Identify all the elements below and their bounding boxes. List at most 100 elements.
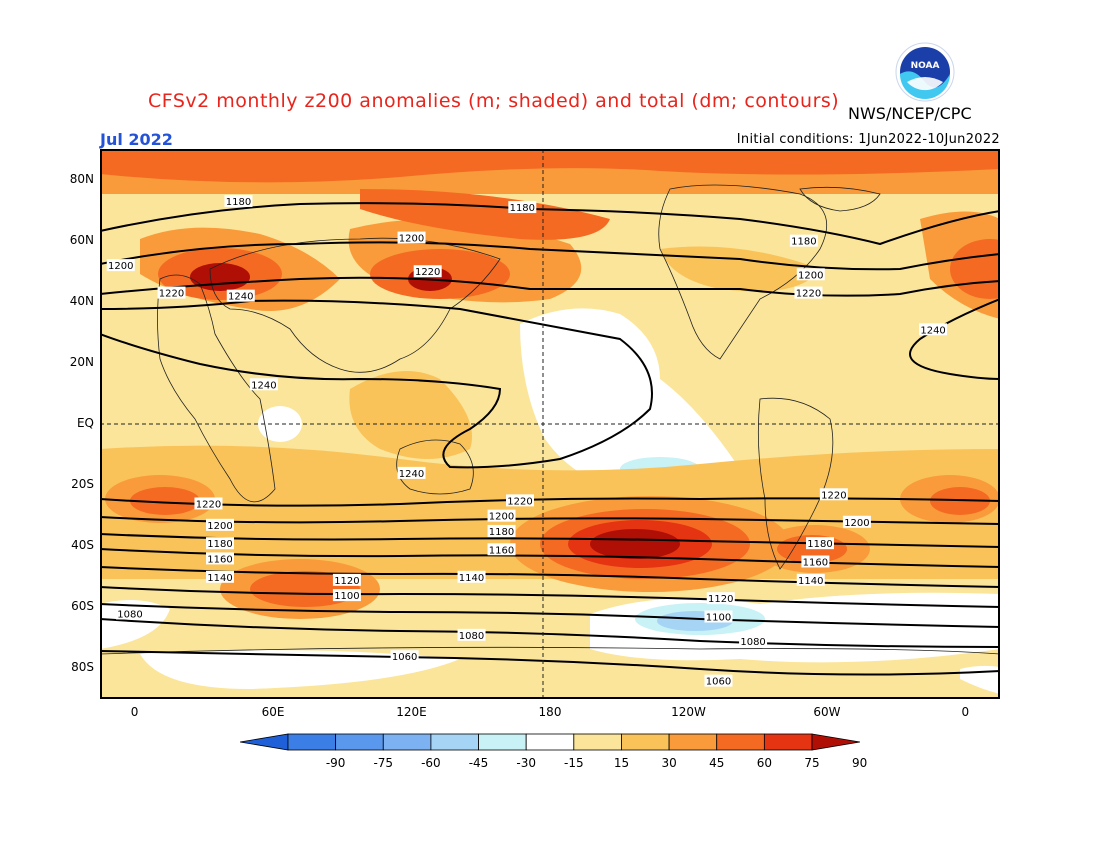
colorbar-arrow-low [239,733,289,751]
contour-label-text: 1220 [796,289,821,300]
contour-label: 1220 [506,494,534,507]
contour-label-text: 1200 [798,270,823,281]
contour-label-group: 1180 1180 1180 1200 1200 1200 1220 1220 1220 1240… [106,194,948,688]
colorbar-label: 60 [756,756,772,770]
lon-label: 60E [261,705,285,719]
contour-label-text: 1180 [207,539,232,550]
neutral-spot-africa [258,406,302,442]
contour-label-text: 1060 [392,652,417,663]
colorbar-swatch [430,733,479,751]
colorbar-swatch [716,733,765,751]
anomaly-south-indian-core [250,571,360,607]
contour-label: 1240 [226,289,255,303]
anomaly-map: 1180 1180 1180 1200 1200 1200 1220 1220 1220 1240… [100,149,1000,699]
colorbar-label: -90 [325,756,346,770]
contour-label: 1120 [332,573,361,587]
coast-greenland [799,186,881,212]
coast-eurasia [209,237,501,373]
anomaly-indonesia [349,371,472,459]
contour-label: 1180 [487,524,516,538]
contour-1200-north [100,241,1000,271]
colorbar-swatch [668,733,718,751]
contour-1100-south [100,603,1000,628]
contour-1120-south [100,586,1000,608]
colorbar: -90 -75 -60 -45 -30 -15 15 30 45 60 75 90 [239,733,867,771]
contour-1240-east [909,298,1000,380]
colorbar-swatch [763,733,813,751]
contour-label: 1180 [206,537,234,550]
contour-label: 1200 [397,231,426,245]
contour-label-text: 1220 [415,267,440,278]
colorbar-labels: -90 -75 -60 -45 -30 -15 15 30 45 60 75 90 [240,755,867,771]
contour-label-text: 1140 [798,576,823,587]
contour-label-text: 1180 [510,203,535,214]
colorbar-swatch [335,733,384,751]
contour-label-text: 1100 [706,613,731,624]
colorbar-label: -15 [564,756,584,770]
contour-label-text: 1200 [489,512,514,523]
contour-label: 1140 [457,570,486,584]
lat-label: EQ [76,416,94,430]
contour-label-text: 1240 [399,469,424,480]
south-neutral-antarctic [140,650,460,689]
contour-label-text: 1240 [920,325,945,336]
contour-1240-north [100,299,653,469]
anomaly-south-pacific-core [590,529,680,559]
lon-label: 120E [396,705,427,719]
north-band-inner-shade [100,149,1000,183]
contour-label: 1240 [919,323,948,336]
colorbar-swatches [239,733,861,751]
contour-label-text: 1120 [334,576,359,587]
contour-label: 1080 [739,634,768,648]
colorbar-swatch [382,733,432,751]
colorbar-label: 75 [804,756,820,770]
contour-label-text: 1220 [159,289,184,300]
contour-1140-south [100,566,1000,588]
coast-antarctica [100,646,1000,655]
map-frame [100,149,1000,699]
contour-label: 1160 [206,552,234,565]
lon-label: 120W [671,705,706,719]
lat-label: 40N [69,293,94,308]
contour-label-text: 1160 [207,554,232,565]
anomaly-arctic-asia [360,189,610,240]
contour-1080-south [100,618,1000,648]
lat-label: 60N [69,232,94,247]
colorbar-arrow-high [811,733,861,751]
contour-label: 1200 [842,515,871,529]
contour-label: 1160 [487,543,516,556]
noaa-logo: NOAA [895,42,955,102]
contour-label: 1200 [796,268,825,281]
colorbar-label: -75 [373,756,394,770]
contour-1180-south [100,533,1000,548]
contour-label-text: 1180 [791,237,816,248]
logo-text: NOAA [911,61,940,71]
lat-label: 20S [71,477,94,492]
colorbar-label: 90 [851,756,868,770]
contour-label-text: 1160 [803,558,828,569]
contour-label: 1200 [106,259,135,272]
colorbar-swatch [478,733,527,751]
contour-label-text: 1200 [399,234,424,245]
lat-label: 60S [71,599,94,614]
contour-label-text: 1140 [207,573,232,584]
contour-label-text: 1220 [507,496,532,507]
lat-label: 80S [71,660,94,675]
contour-1060-south [100,650,1000,676]
contour-1220-north [100,276,1000,297]
contour-label: 1120 [706,592,735,605]
contour-label: 1220 [819,488,848,501]
contour-label-text: 1180 [226,197,251,208]
contour-label-text: 1240 [251,380,276,391]
contour-1180-north [100,202,1000,246]
contour-label: 1180 [789,234,818,248]
contour-label: 1200 [487,509,516,523]
contour-label-text: 1160 [489,545,514,556]
contour-label: 1160 [801,555,830,569]
agency-label: NWS/NCEP/CPC [848,104,972,123]
contour-label: 1180 [806,537,834,550]
initial-conditions-label: Initial conditions: 1Jun2022-10Jun2022 [736,132,1000,147]
contour-label-text: 1180 [489,527,514,538]
contour-label-text: 1200 [108,261,133,272]
contour-label-text: 1100 [334,591,359,602]
